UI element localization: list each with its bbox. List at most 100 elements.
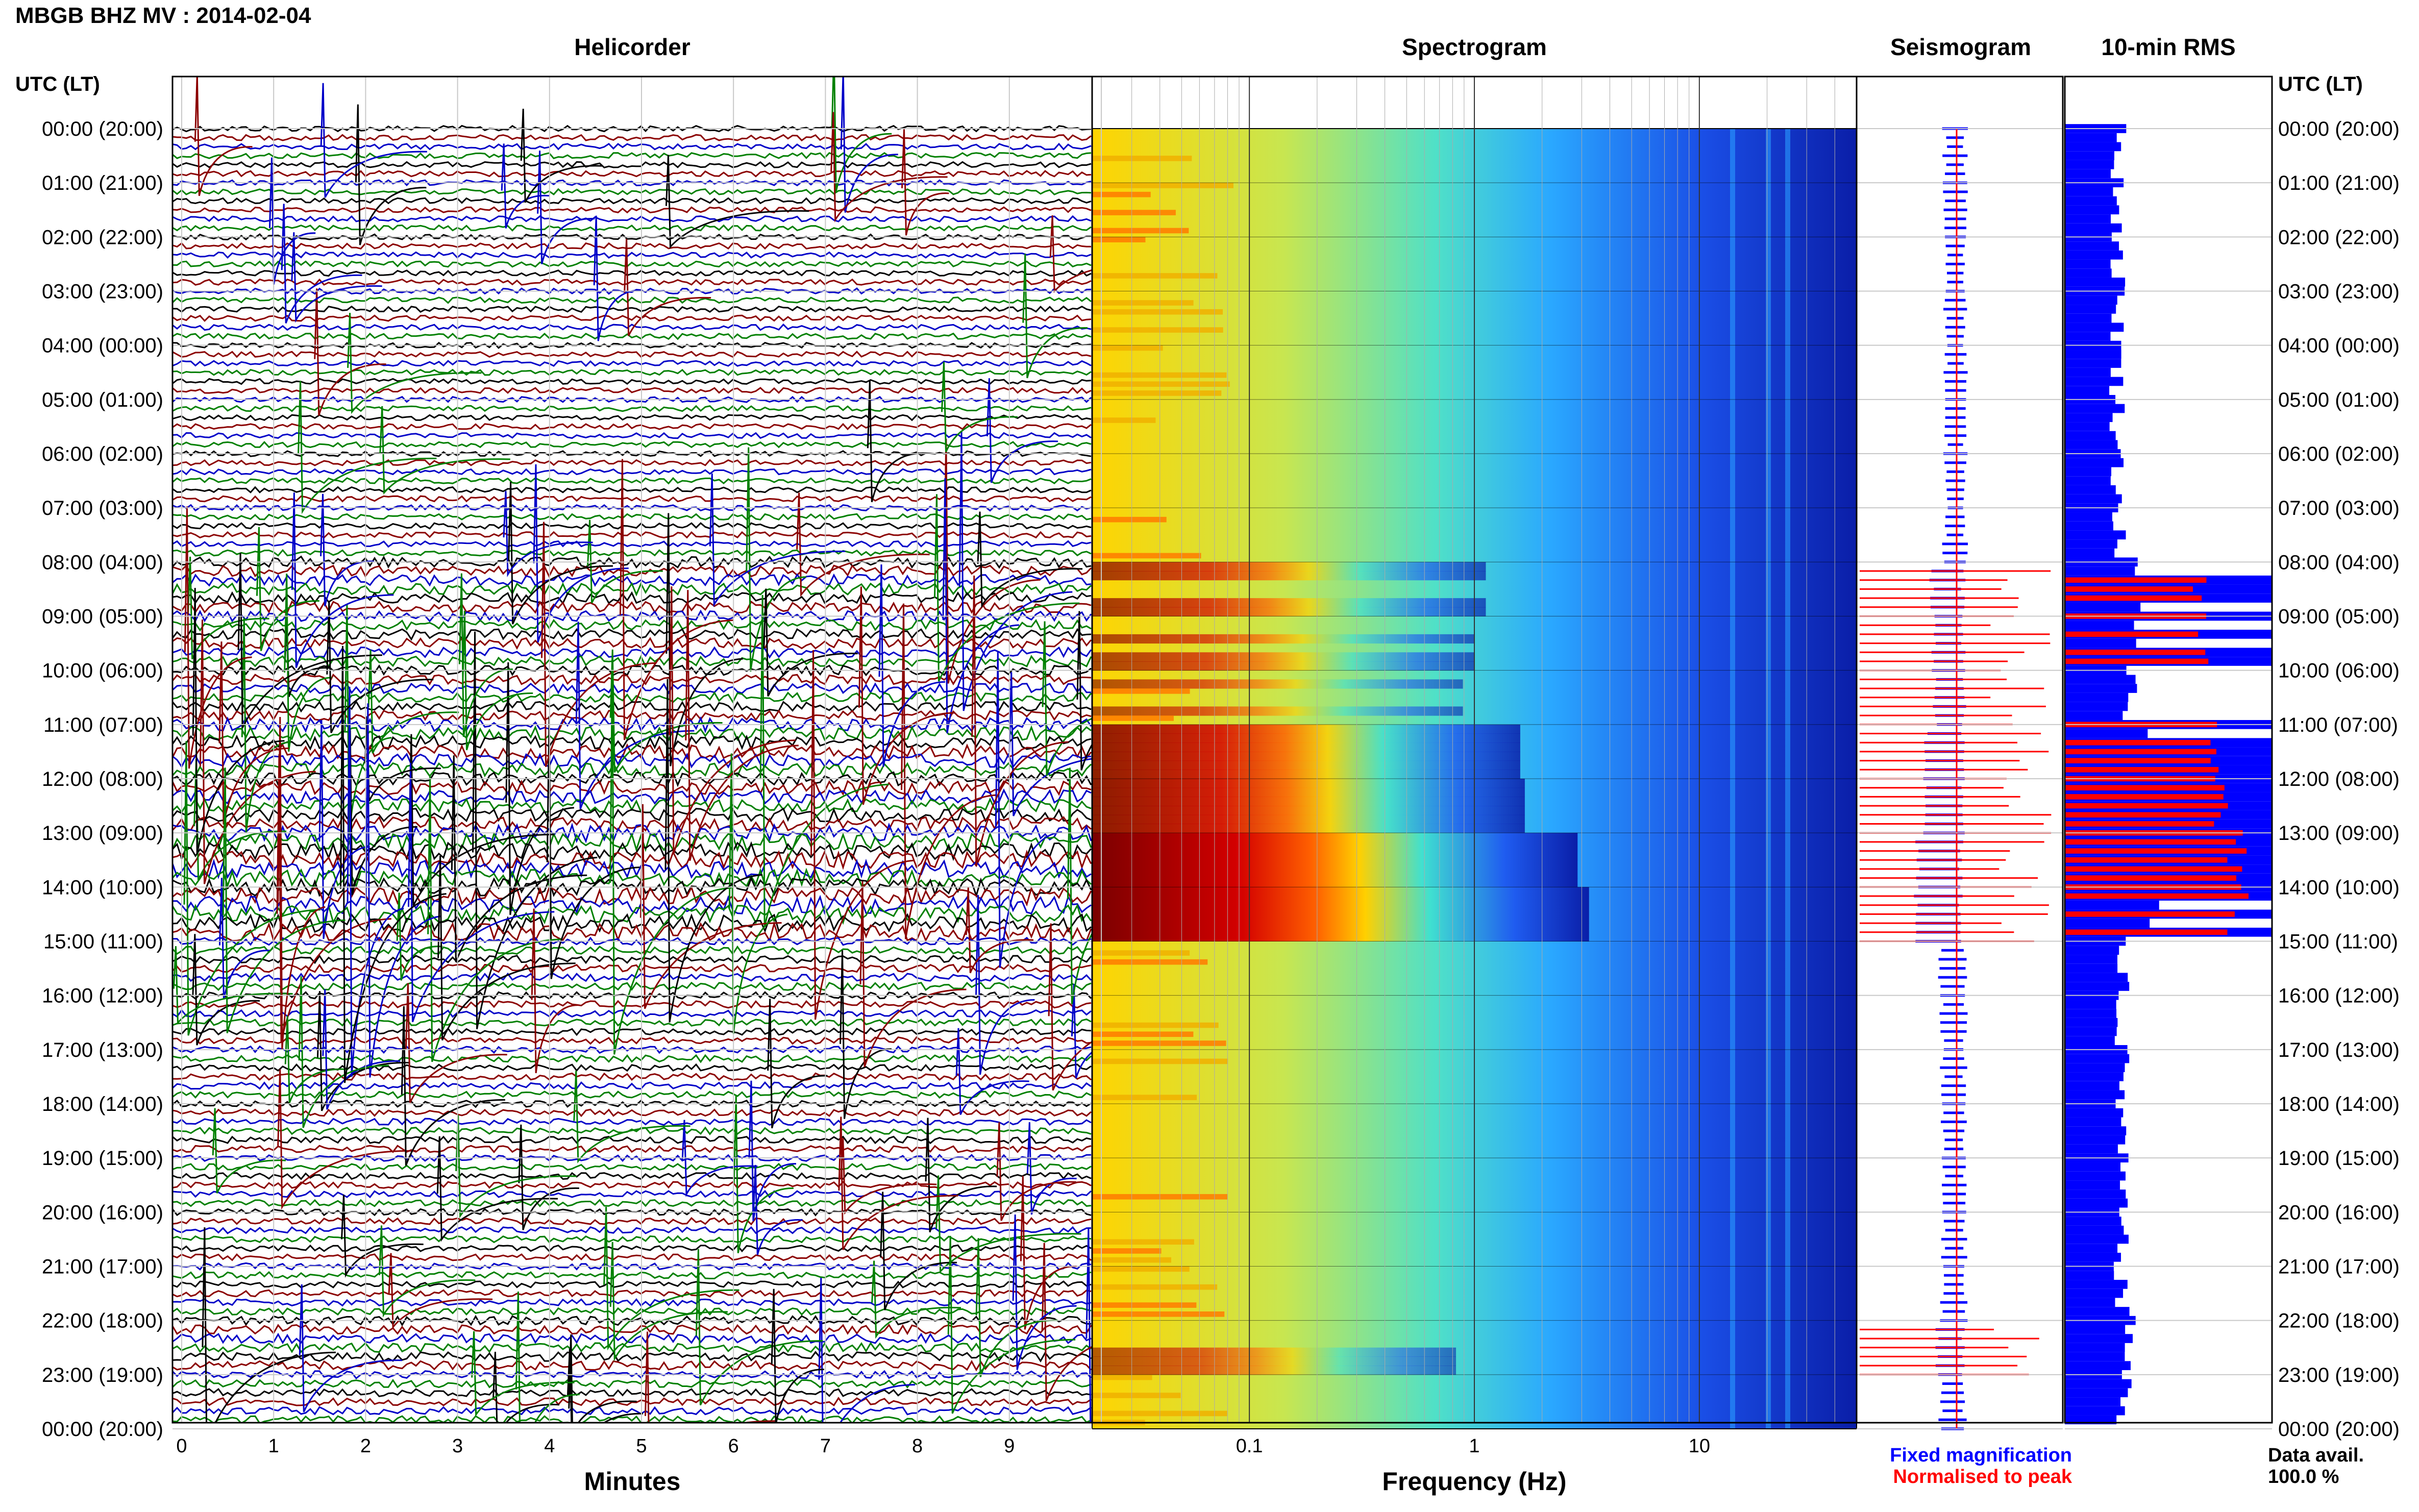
helicorder-event	[365, 703, 441, 1078]
helicorder-trace	[172, 504, 1092, 512]
helicorder-event	[508, 482, 613, 625]
minutes-tick-label: 7	[820, 1435, 831, 1457]
helicorder-event	[192, 934, 260, 1046]
rms-bar	[2065, 900, 2159, 910]
helicorder-event	[759, 594, 889, 927]
helicorder-trace	[172, 885, 1092, 907]
rms-bar	[2065, 973, 2128, 982]
helicorder-trace	[172, 682, 1092, 695]
helicorder-trace	[172, 161, 1092, 169]
rms-bar	[2065, 359, 2121, 368]
helicorder-trace	[172, 771, 1092, 787]
spectrogram-row	[1092, 571, 1486, 581]
helicorder-event	[933, 494, 1080, 682]
helicorder-event	[818, 1277, 916, 1423]
minutes-tick-label: 1	[268, 1435, 279, 1457]
helicorder-event	[859, 881, 967, 1068]
time-axis-header-left: UTC (LT)	[15, 73, 100, 95]
rms-bar	[2065, 1117, 2121, 1127]
helicorder-trace	[172, 405, 1092, 412]
helicorder-trace	[172, 1359, 1092, 1372]
rms-bar-normalised	[2065, 866, 2242, 872]
helicorder-event	[340, 646, 447, 1083]
helicorder-event	[341, 1195, 424, 1278]
rms-bar	[2065, 169, 2111, 179]
helicorder-trace	[172, 1226, 1092, 1234]
spectrogram-row	[1092, 327, 1223, 333]
helicorder-event	[995, 651, 1062, 968]
helicorder-event	[515, 1291, 580, 1423]
helicorder-event	[1012, 1214, 1077, 1370]
helicorder-event	[752, 1164, 803, 1255]
spectrogram-row	[1092, 1374, 1152, 1380]
spectrogram-row	[1092, 156, 1192, 161]
helicorder-trace	[172, 1332, 1092, 1345]
spectrogram-row	[1092, 661, 1474, 671]
helicorder-event	[200, 619, 316, 884]
rms-bar	[2065, 1280, 2128, 1289]
minutes-tick-label: 5	[636, 1435, 647, 1457]
rms-bar-normalised	[2065, 893, 2249, 899]
helicorder-event	[767, 999, 828, 1129]
time-tick-label-right: 02:00 (22:00)	[2278, 226, 2400, 249]
rms-bar-normalised	[2065, 857, 2228, 863]
data-avail-value: 100.0 %	[2268, 1466, 2339, 1488]
spectrogram-row	[1092, 959, 1208, 965]
rms-bar	[2065, 1325, 2126, 1334]
rms-bar	[2065, 1288, 2124, 1298]
helicorder-event	[709, 473, 846, 607]
spectrogram-title: Spectrogram	[1402, 34, 1547, 60]
spectrogram-row	[1092, 914, 1589, 924]
spectrogram-row	[1092, 932, 1589, 941]
frequency-tick-label: 10	[1689, 1435, 1710, 1457]
time-tick-label-left: 22:00 (18:00)	[42, 1310, 163, 1332]
rms-bar	[2065, 187, 2113, 196]
helicorder-event	[355, 104, 427, 245]
helicorder-event	[472, 631, 598, 1029]
time-tick-label-right: 22:00 (18:00)	[2278, 1310, 2400, 1332]
spectrogram-row	[1092, 751, 1520, 761]
helicorder-event	[316, 991, 410, 1111]
helicorder-trace	[172, 242, 1091, 250]
helicorder-event	[347, 730, 417, 896]
helicorder-trace	[172, 305, 1092, 313]
spectrogram-row	[1092, 1356, 1457, 1366]
helicorder-trace	[172, 1162, 1092, 1171]
time-tick-label-left: 15:00 (11:00)	[43, 931, 163, 953]
spectrogram-row	[1092, 562, 1486, 572]
helicorder-event	[830, 112, 948, 222]
helicorder-event	[202, 1227, 336, 1423]
helicorder-trace	[172, 323, 1092, 331]
rms-bar	[2065, 494, 2122, 504]
rms-bar	[2065, 476, 2111, 485]
helicorder-trace	[172, 269, 1092, 277]
spectrogram-row	[1092, 1095, 1197, 1100]
helicorder-title: Helicorder	[574, 34, 690, 60]
helicorder-event	[451, 755, 587, 962]
spectrogram-row	[1092, 814, 1525, 824]
legend-normalised-to-peak: Normalised to peak	[1893, 1466, 2072, 1488]
rms-bar-normalised	[2065, 577, 2207, 583]
helicorder-event	[326, 601, 434, 733]
helicorder-event	[1041, 1243, 1092, 1402]
rms-bar-normalised	[2065, 911, 2235, 917]
helicorder-event	[277, 716, 326, 1050]
time-tick-label-right: 09:00 (05:00)	[2278, 606, 2400, 628]
helicorder-trace	[172, 1271, 1092, 1280]
helicorder-event	[1020, 1176, 1077, 1330]
helicorder-event	[624, 239, 711, 336]
spectrogram-row	[1092, 733, 1520, 743]
rms-bar	[2065, 1406, 2125, 1416]
helicorder-event	[408, 734, 555, 906]
helicorder-trace	[172, 734, 1092, 752]
helicorder-event	[541, 522, 657, 767]
rms-bar-normalised	[2065, 586, 2193, 592]
spectrogram-row	[1092, 1284, 1218, 1290]
time-tick-label-left: 05:00 (01:00)	[42, 389, 163, 411]
helicorder-event	[322, 989, 401, 1110]
rms-bar-normalised	[2065, 785, 2225, 791]
helicorder-trace	[172, 752, 1092, 769]
spectrogram-row	[1092, 1366, 1457, 1375]
time-tick-label-right: 20:00 (16:00)	[2278, 1201, 2400, 1224]
helicorder-trace	[172, 368, 1092, 376]
